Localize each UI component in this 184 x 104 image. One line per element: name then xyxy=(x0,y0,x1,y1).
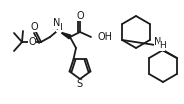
Text: N: N xyxy=(154,37,162,47)
Text: N: N xyxy=(53,19,61,28)
Text: O: O xyxy=(30,22,38,32)
Text: S: S xyxy=(76,79,82,89)
Polygon shape xyxy=(62,33,71,39)
Text: O: O xyxy=(28,37,36,47)
Text: O: O xyxy=(76,11,84,21)
Text: H: H xyxy=(56,22,62,32)
Text: OH: OH xyxy=(97,32,112,42)
Text: H: H xyxy=(159,41,165,51)
